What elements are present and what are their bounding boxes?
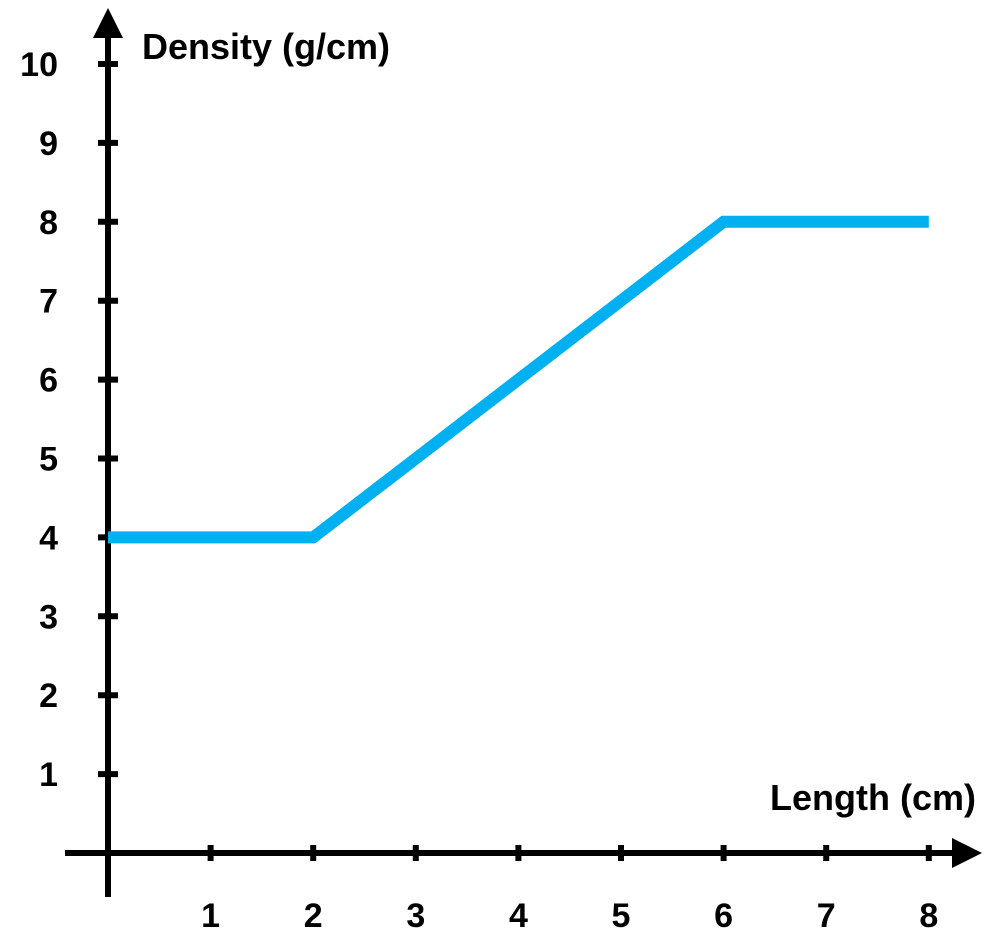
series-layer bbox=[107, 215, 929, 544]
x-axis-arrow bbox=[952, 838, 982, 868]
y-tick-label: 2 bbox=[39, 677, 58, 715]
y-tick-label: 6 bbox=[39, 362, 58, 400]
x-tick-label: 5 bbox=[612, 897, 631, 935]
x-ticks: 1 2 3 4 5 6 7 8 bbox=[201, 845, 938, 935]
y-tick-label: 10 bbox=[20, 46, 58, 84]
x-tick-label: 1 bbox=[201, 897, 220, 935]
series-line bbox=[108, 215, 929, 544]
x-tick-label: 8 bbox=[919, 897, 938, 935]
y-tick-label: 3 bbox=[39, 598, 58, 636]
y-tick-label: 1 bbox=[39, 756, 58, 794]
y-tick-label: 5 bbox=[39, 441, 58, 479]
x-tick-label: 3 bbox=[406, 897, 425, 935]
y-tick-label: 7 bbox=[39, 283, 58, 321]
x-tick-label: 6 bbox=[714, 897, 733, 935]
y-axis-arrow bbox=[93, 8, 123, 38]
y-axis-label: Density (g/cm) bbox=[142, 26, 390, 67]
x-tick-label: 2 bbox=[304, 897, 323, 935]
x-tick-label: 4 bbox=[509, 897, 528, 935]
y-tick-label: 9 bbox=[39, 125, 58, 163]
y-ticks: 1 2 3 4 5 6 7 8 9 10 bbox=[20, 46, 118, 794]
y-tick-label: 8 bbox=[39, 204, 58, 242]
x-axis-label: Length (cm) bbox=[770, 777, 976, 818]
x-tick-label: 7 bbox=[817, 897, 836, 935]
y-tick-label: 4 bbox=[39, 519, 58, 557]
